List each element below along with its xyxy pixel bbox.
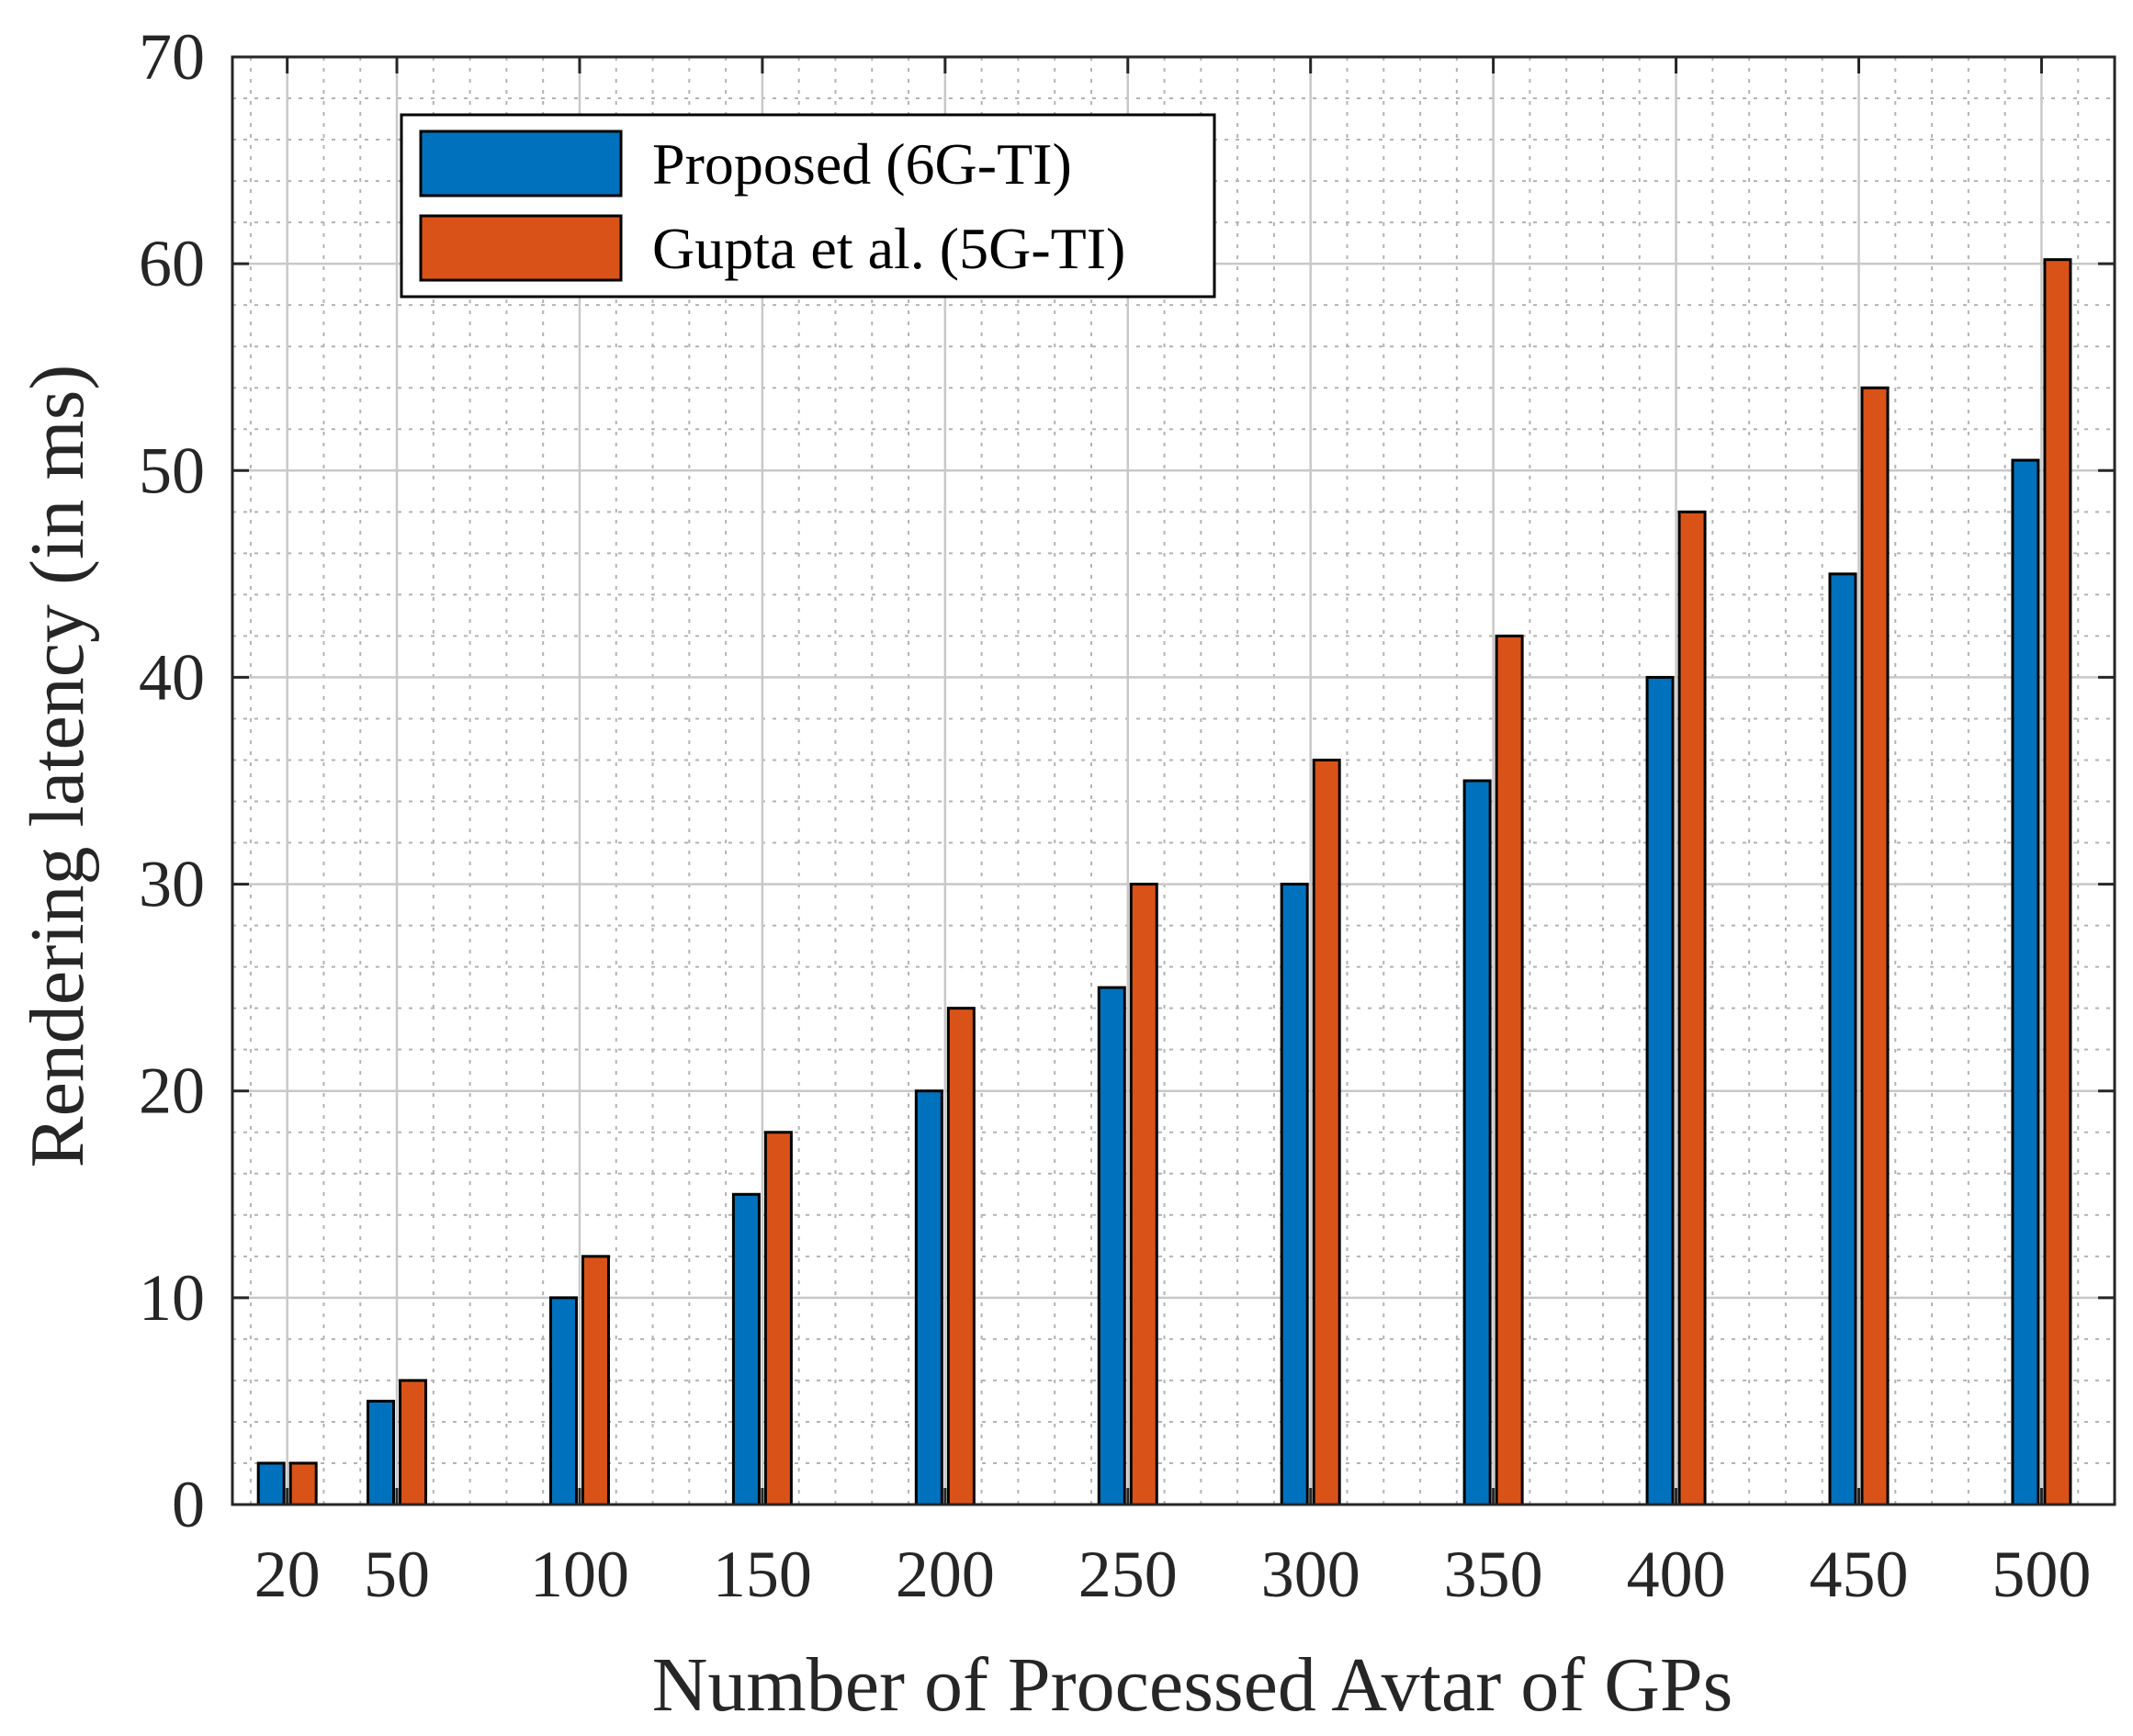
x-tick-label: 500: [1992, 1538, 2091, 1611]
y-tick-labels: 0 10 20 30 40 50 60 70: [139, 20, 205, 1541]
ticks: [232, 55, 2115, 1506]
y-tick-label: 10: [139, 1261, 205, 1335]
y-tick-label: 60: [139, 227, 205, 300]
y-tick-label: 0: [172, 1468, 205, 1541]
x-tick-label: 350: [1444, 1538, 1543, 1611]
x-tick-label: 20: [254, 1538, 321, 1611]
y-tick-label: 70: [139, 20, 205, 94]
bar-proposed-50: [367, 1399, 396, 1506]
legend: Proposed (6G-TI) Gupta et al. (5G-TI): [400, 113, 1216, 299]
bar-gupta-300: [1312, 758, 1341, 1506]
y-tick-label: 20: [139, 1054, 205, 1128]
x-tick-label: 50: [364, 1538, 430, 1611]
axes-box: [231, 55, 2116, 1506]
bar-gupta-20: [288, 1461, 318, 1506]
bar-proposed-400: [1645, 675, 1675, 1506]
bar-proposed-200: [914, 1089, 943, 1506]
legend-swatch-gupta: [419, 214, 623, 282]
x-tick-label: 150: [713, 1538, 812, 1611]
legend-label-proposed: Proposed (6G-TI): [652, 131, 1072, 197]
bar-gupta-450: [1860, 386, 1890, 1506]
bar-gupta-150: [763, 1131, 793, 1506]
x-tick-label: 300: [1261, 1538, 1360, 1611]
y-tick-label: 50: [139, 434, 205, 507]
bar-proposed-150: [731, 1192, 761, 1506]
y-tick-label: 40: [139, 640, 205, 714]
bar-proposed-100: [548, 1296, 578, 1506]
legend-swatch-proposed: [419, 130, 623, 197]
bar-gupta-200: [946, 1007, 976, 1506]
bar-gupta-250: [1129, 883, 1158, 1506]
x-tick-labels: 20 50 100 150 200 250 300 350 400 450 500: [254, 1538, 2092, 1611]
bar-proposed-20: [256, 1461, 286, 1506]
x-axis-label: Number of Processed Avtar of GPs: [652, 1642, 1733, 1728]
bar-proposed-250: [1097, 986, 1126, 1506]
bar-gupta-350: [1495, 634, 1524, 1506]
x-tick-label: 250: [1078, 1538, 1178, 1611]
legend-label-gupta: Gupta et al. (5G-TI): [652, 216, 1125, 281]
x-tick-label: 400: [1627, 1538, 1726, 1611]
bar-gupta-100: [581, 1255, 610, 1506]
y-axis-label: Rendering latency (in ms): [15, 365, 100, 1168]
bar-gupta-500: [2043, 258, 2072, 1506]
bar-proposed-500: [2011, 458, 2040, 1506]
y-tick-label: 30: [139, 848, 205, 921]
x-tick-label: 200: [896, 1538, 995, 1611]
bar-gupta-50: [399, 1379, 428, 1506]
x-tick-label: 100: [530, 1538, 629, 1611]
bar-gupta-400: [1677, 510, 1707, 1506]
bar-proposed-350: [1462, 779, 1492, 1506]
x-tick-label: 450: [1809, 1538, 1908, 1611]
bar-proposed-300: [1280, 883, 1309, 1506]
bar-proposed-450: [1828, 572, 1857, 1506]
grid: [232, 55, 2115, 1506]
